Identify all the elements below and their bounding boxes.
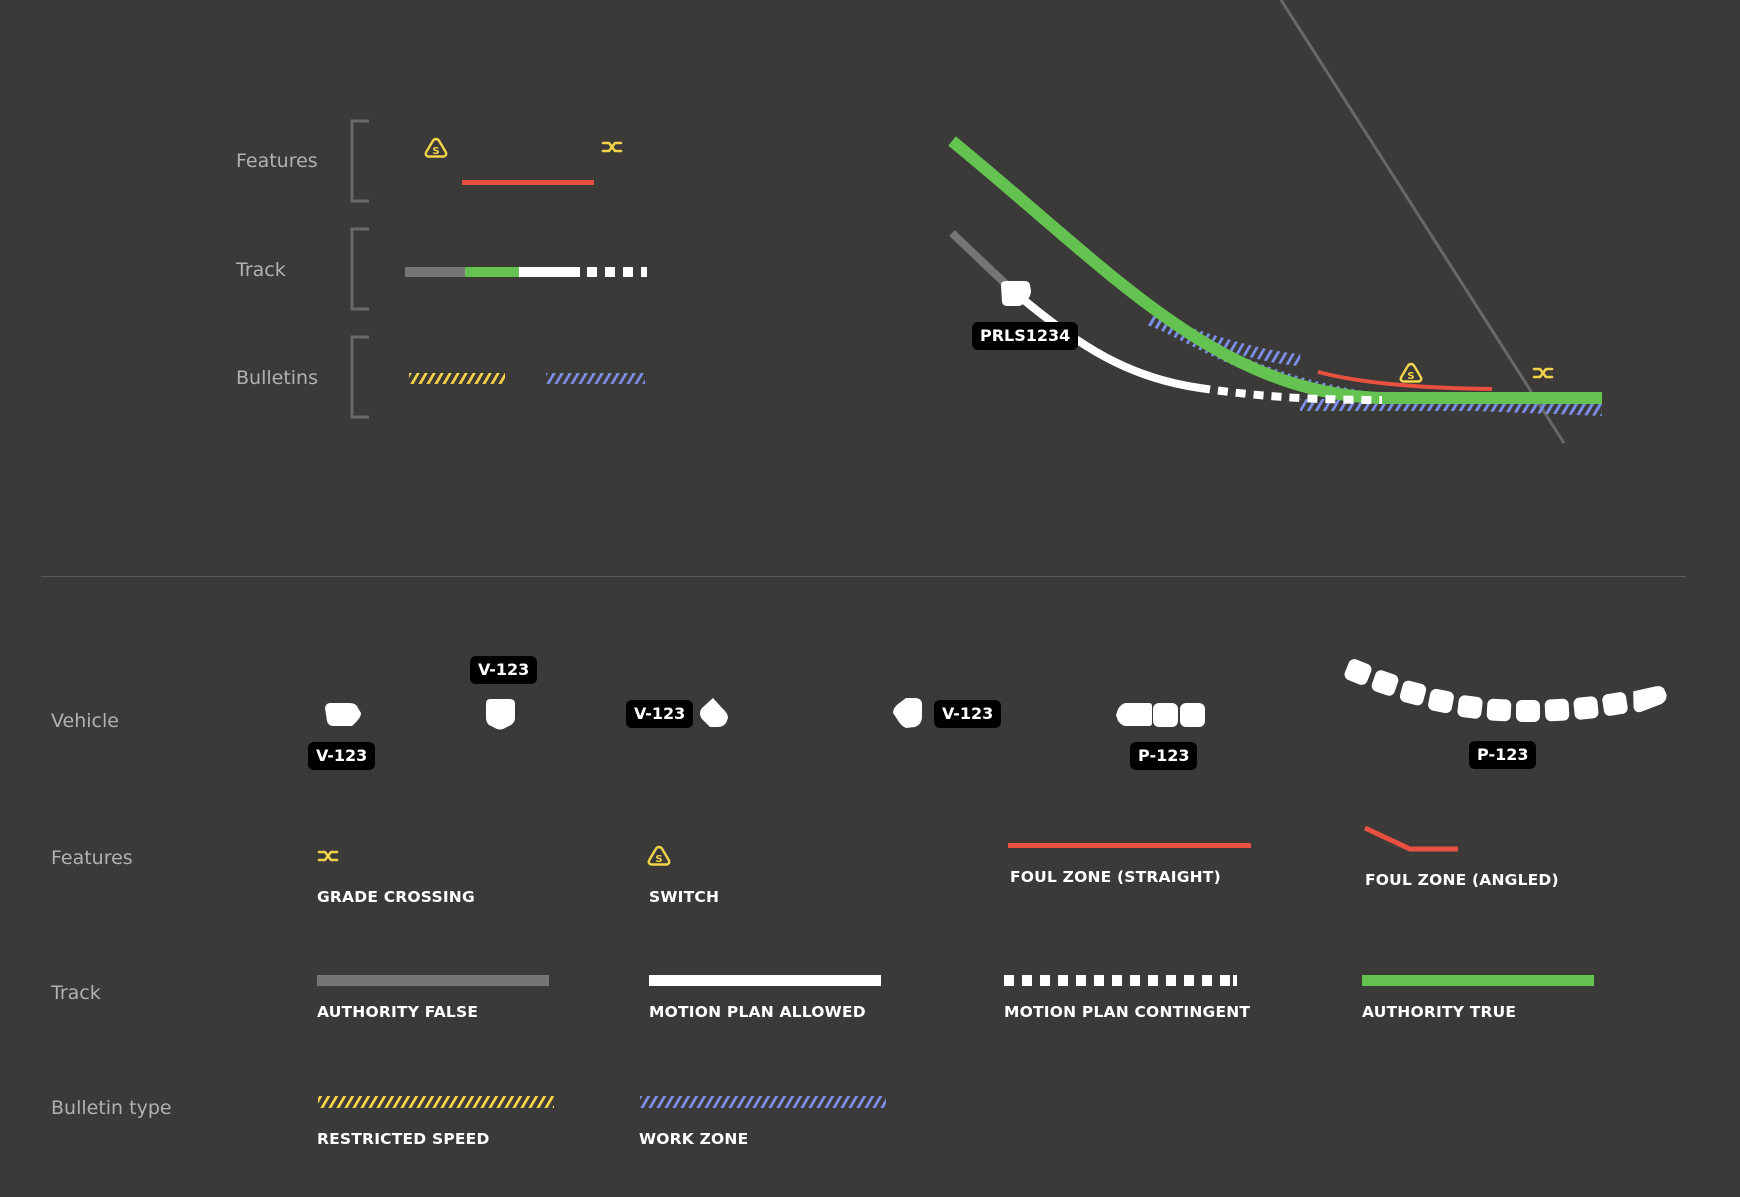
vehicle-south [486, 699, 515, 730]
work-zone-bar [640, 1096, 886, 1108]
top-legend-features [424, 137, 623, 185]
foul-zone-straight-caption: FOUL ZONE (STRAIGHT) [1010, 868, 1221, 886]
restricted-speed-bar [318, 1096, 554, 1108]
authority-false-line [405, 267, 465, 277]
vehicle-consist-short [1116, 703, 1205, 727]
work-zone-swatch [546, 373, 645, 384]
grade-crossing-icon [317, 850, 339, 862]
features-label: Features [51, 847, 133, 869]
motion-plan-allowed-caption: MOTION PLAN ALLOWED [649, 1003, 866, 1021]
foul-zone-curve [1317, 370, 1493, 391]
restricted-speed-swatch [409, 373, 505, 384]
authority-false-caption: AUTHORITY FALSE [317, 1003, 479, 1021]
vehicle-tag-4[interactable]: V-123 [934, 700, 1002, 728]
vehicle-consist-long [1344, 659, 1667, 722]
authority-true-line [465, 267, 519, 277]
switch-caption: SWITCH [649, 888, 720, 906]
authority-true-swatch [1362, 975, 1594, 986]
authority-true-caption: AUTHORITY TRUE [1362, 1003, 1517, 1021]
foul-zone-angled-caption: FOUL ZONE (ANGLED) [1365, 871, 1559, 889]
motion-plan-contingent-track [1199, 384, 1383, 404]
map-vehicle-tag[interactable]: PRLS1234 [972, 322, 1079, 350]
top-legend-bulletins [409, 373, 645, 384]
top-legend-track [405, 267, 647, 277]
motion-plan-allowed-swatch [649, 975, 881, 986]
authority-false-track [949, 230, 1015, 293]
vehicle-tag-2[interactable]: V-123 [470, 656, 538, 684]
features-row [317, 825, 1458, 867]
top-legend-brackets [350, 119, 369, 419]
vehicle-label: Vehicle [51, 710, 119, 732]
switch-icon [424, 137, 448, 159]
foul-zone-line [462, 180, 594, 185]
section-divider [41, 576, 1686, 577]
motion-plan-contingent-swatch [1004, 975, 1237, 986]
track-row [317, 975, 1594, 986]
work-zone-caption: WORK ZONE [639, 1130, 749, 1148]
grade-crossing-icon [1532, 367, 1554, 379]
grade-crossing-icon [601, 141, 623, 153]
switch-icon [647, 845, 671, 867]
top-bulletins-label: Bulletins [236, 367, 318, 389]
motion-plan-allowed-line [519, 267, 580, 277]
vehicle-tag-6[interactable]: P-123 [1469, 741, 1537, 769]
vehicle-se [700, 698, 728, 727]
top-track-label: Track [236, 259, 286, 281]
foul-zone-straight-line [1008, 843, 1251, 848]
authority-true-track [948, 136, 1602, 404]
vehicle-east [325, 703, 361, 726]
vehicle-sw [893, 698, 922, 728]
grade-crossing-caption: GRADE CROSSING [317, 888, 475, 906]
motion-plan-contingent-caption: MOTION PLAN CONTINGENT [1004, 1003, 1251, 1021]
track-label: Track [51, 982, 101, 1004]
foul-zone-angled-line [1363, 825, 1458, 852]
crossing-road [1279, 0, 1566, 444]
top-features-label: Features [236, 150, 318, 172]
bulletin-type-label: Bulletin type [51, 1097, 172, 1119]
authority-false-swatch [317, 975, 549, 986]
vehicle-tag-3[interactable]: V-123 [626, 700, 694, 728]
switch-icon [1399, 362, 1423, 384]
vehicle-shapes [325, 659, 1667, 730]
vehicle-tag-5[interactable]: P-123 [1130, 742, 1198, 770]
motion-plan-contingent-line [587, 267, 647, 277]
bulletin-row [318, 1096, 886, 1108]
restricted-speed-caption: RESTRICTED SPEED [317, 1130, 490, 1148]
vehicle-tag-1[interactable]: V-123 [308, 742, 376, 770]
map-view [948, 0, 1603, 444]
motion-plan-allowed-track [1009, 286, 1201, 392]
